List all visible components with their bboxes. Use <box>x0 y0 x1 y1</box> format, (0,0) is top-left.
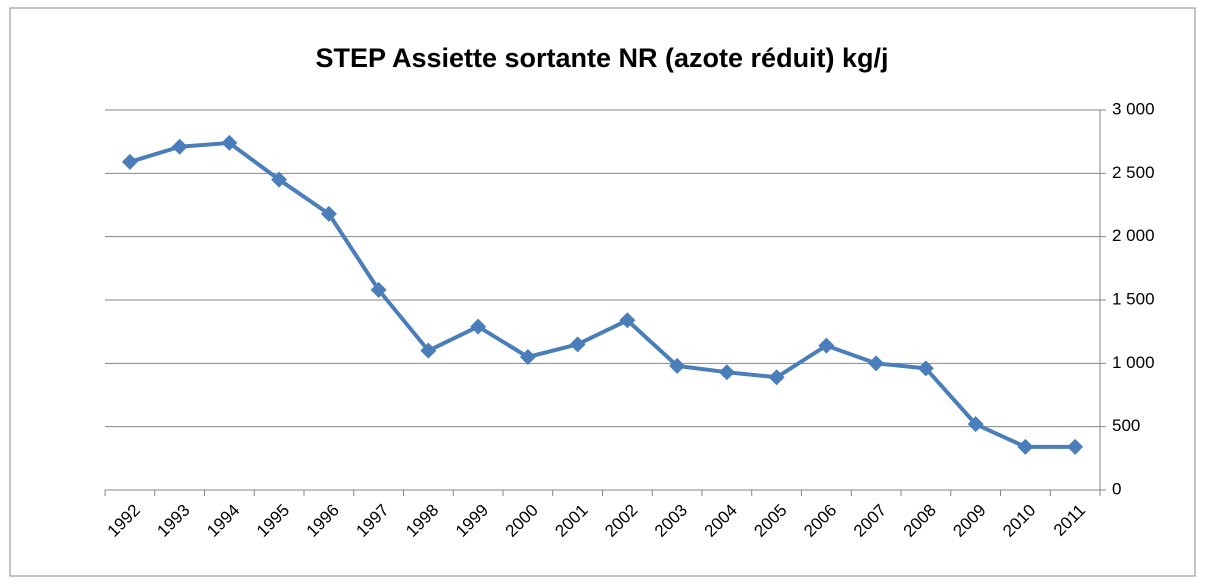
chart-frame <box>9 7 1196 577</box>
chart-title: STEP Assiette sortante NR (azote réduit)… <box>315 43 888 73</box>
point-marker <box>569 336 586 353</box>
y-tick-label: 0 <box>1112 479 1121 498</box>
point-marker <box>519 349 536 365</box>
point-marker <box>718 364 735 381</box>
point-marker <box>1067 438 1084 455</box>
point-marker <box>420 342 437 359</box>
y-tick-label: 2 500 <box>1112 163 1155 182</box>
point-marker <box>868 355 885 372</box>
y-tick-label: 3 000 <box>1112 99 1155 118</box>
point-marker <box>768 369 785 386</box>
y-tick-label: 500 <box>1112 416 1140 435</box>
point-marker <box>669 357 686 374</box>
point-marker <box>818 337 835 354</box>
point-marker <box>121 153 138 170</box>
point-marker <box>967 416 984 433</box>
point-marker <box>320 205 337 222</box>
point-marker <box>271 171 288 188</box>
point-marker <box>470 318 487 335</box>
point-marker <box>221 134 238 151</box>
y-tick-label: 2 000 <box>1112 226 1155 245</box>
y-tick-label: 1 500 <box>1112 289 1155 308</box>
series-line <box>129 140 1076 449</box>
point-marker <box>917 360 934 377</box>
point-marker <box>619 312 636 329</box>
y-tick-label: 1 000 <box>1112 353 1155 372</box>
point-marker <box>370 281 387 298</box>
point-marker <box>171 138 188 155</box>
point-marker <box>1017 438 1034 455</box>
